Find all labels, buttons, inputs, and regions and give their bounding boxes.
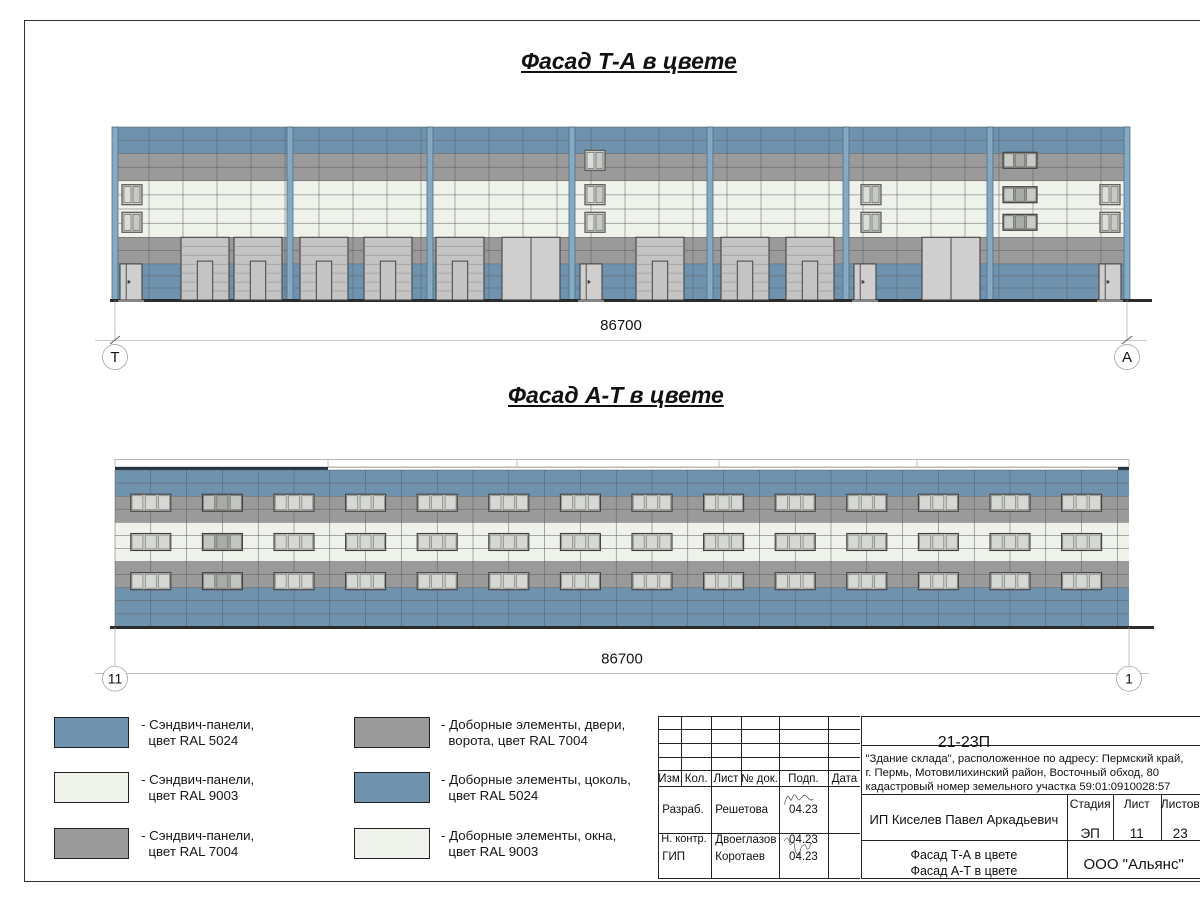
svg-text:86700: 86700 xyxy=(600,317,642,334)
svg-text:A: A xyxy=(1122,349,1132,366)
svg-text:T: T xyxy=(110,349,119,366)
